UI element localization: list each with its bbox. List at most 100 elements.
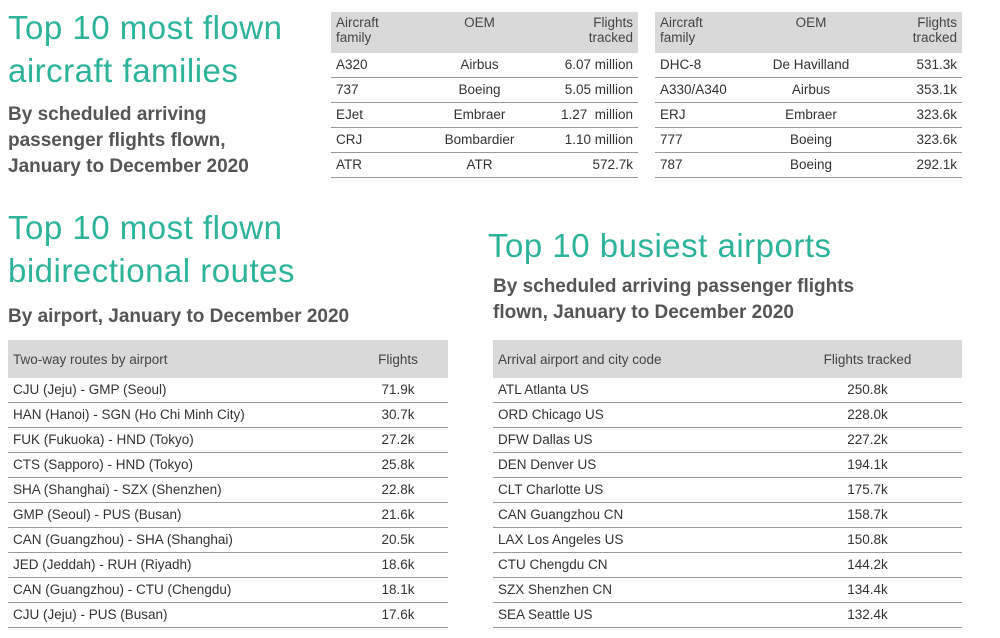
aircraft-table-left: Aircraft family OEM Flights tracked A320 Ai… (331, 12, 638, 178)
table-row: 737 Boeing 5.05 million (331, 77, 638, 103)
family-cell: 737 (331, 77, 421, 103)
flights-cell: 250.8k (773, 378, 962, 403)
family-cell: EJet (331, 102, 421, 128)
table-header-row: Aircraft family OEM Flights tracked (331, 12, 638, 53)
airports-section: Top 10 busiest airports By scheduled arr… (488, 224, 968, 326)
flights-cell: 21.6k (348, 502, 448, 528)
flights-cell: 531.3k (872, 53, 962, 78)
column-header-airport: Arrival airport and city code (493, 340, 773, 378)
table-row: ATR ATR 572.7k (331, 152, 638, 178)
table-header-row: Aircraft family OEM Flights tracked (655, 12, 962, 53)
flights-cell: 27.2k (348, 427, 448, 453)
flights-cell: 323.6k (872, 127, 962, 153)
routes-table: Two-way routes by airport Flights CJU (J… (8, 340, 448, 628)
family-cell: CRJ (331, 127, 421, 153)
table-row: ERJ Embraer 323.6k (655, 102, 962, 128)
flights-cell: 5.05 million (538, 77, 638, 103)
route-cell: CAN (Guangzhou) - CTU (Chengdu) (8, 577, 348, 603)
airport-cell: CTU Chengdu CN (493, 552, 773, 578)
oem-cell: Boeing (421, 77, 538, 103)
aircraft-subtitle-line2: passenger flights flown, (8, 130, 226, 151)
table-row: 787 Boeing 292.1k (655, 152, 962, 178)
table-row: CJU (Jeju) - PUS (Busan) 17.6k (8, 602, 448, 628)
table-row: DEN Denver US 194.1k (493, 452, 962, 478)
aircraft-title-line1: Top 10 most flown (8, 9, 283, 46)
route-cell: HAN (Hanoi) - SGN (Ho Chi Minh City) (8, 402, 348, 428)
flights-cell: 25.8k (348, 452, 448, 478)
flights-cell: 18.6k (348, 552, 448, 578)
column-header-flights-tracked: Flights tracked (773, 340, 962, 378)
oem-cell: Airbus (750, 77, 872, 103)
routes-title-line1: Top 10 most flown (8, 209, 283, 246)
airport-cell: LAX Los Angeles US (493, 527, 773, 553)
flights-cell: 292.1k (872, 152, 962, 178)
table-row: 777 Boeing 323.6k (655, 127, 962, 153)
routes-title-line2: bidirectional routes (8, 252, 295, 289)
flights-cell: 194.1k (773, 452, 962, 478)
flights-cell: 228.0k (773, 402, 962, 428)
table-row: CTS (Sapporo) - HND (Tokyo) 25.8k (8, 452, 448, 478)
route-cell: CJU (Jeju) - PUS (Busan) (8, 602, 348, 628)
route-cell: FUK (Fukuoka) - HND (Tokyo) (8, 427, 348, 453)
routes-title: Top 10 most flown bidirectional routes (8, 206, 448, 292)
oem-cell: Bombardier (421, 127, 538, 153)
column-header-oem: OEM (750, 12, 872, 53)
table-row: JED (Jeddah) - RUH (Riyadh) 18.6k (8, 552, 448, 578)
aircraft-table-right: Aircraft family OEM Flights tracked DHC-8 D… (655, 12, 962, 178)
aircraft-subtitle-line3: January to December 2020 (8, 156, 249, 177)
table-header-row: Two-way routes by airport Flights (8, 340, 448, 378)
airports-subtitle: By scheduled arriving passenger flights … (493, 274, 968, 326)
table-row: LAX Los Angeles US 150.8k (493, 527, 962, 553)
table-row: DFW Dallas US 227.2k (493, 427, 962, 453)
flights-cell: 6.07 million (538, 53, 638, 78)
table-row: A320 Airbus 6.07 million (331, 53, 638, 78)
airports-title: Top 10 busiest airports (488, 227, 832, 264)
route-cell: JED (Jeddah) - RUH (Riyadh) (8, 552, 348, 578)
route-cell: GMP (Seoul) - PUS (Busan) (8, 502, 348, 528)
airport-cell: ATL Atlanta US (493, 378, 773, 403)
flights-cell: 1.27 million (538, 102, 638, 128)
route-cell: CAN (Guangzhou) - SHA (Shanghai) (8, 527, 348, 553)
family-cell: 777 (655, 127, 750, 153)
table-row: SHA (Shanghai) - SZX (Shenzhen) 22.8k (8, 477, 448, 503)
table-row: CAN (Guangzhou) - SHA (Shanghai) 20.5k (8, 527, 448, 553)
route-cell: SHA (Shanghai) - SZX (Shenzhen) (8, 477, 348, 503)
flights-cell: 17.6k (348, 602, 448, 628)
aircraft-subtitle: By scheduled arriving passenger flights … (8, 102, 328, 180)
flights-cell: 144.2k (773, 552, 962, 578)
column-header-route: Two-way routes by airport (8, 340, 348, 378)
table-row: CJU (Jeju) - GMP (Seoul) 71.9k (8, 378, 448, 403)
flights-cell: 71.9k (348, 378, 448, 403)
aircraft-section: Top 10 most flown aircraft families By s… (8, 6, 328, 180)
family-cell: ERJ (655, 102, 750, 128)
flights-cell: 132.4k (773, 602, 962, 628)
airport-cell: SZX Shenzhen CN (493, 577, 773, 603)
route-cell: CTS (Sapporo) - HND (Tokyo) (8, 452, 348, 478)
flights-cell: 227.2k (773, 427, 962, 453)
flights-cell: 134.4k (773, 577, 962, 603)
route-cell: CJU (Jeju) - GMP (Seoul) (8, 378, 348, 403)
table-row: ORD Chicago US 228.0k (493, 402, 962, 428)
table-row: SEA Seattle US 132.4k (493, 602, 962, 628)
table-row: DHC-8 De Havilland 531.3k (655, 53, 962, 78)
column-header-oem: OEM (421, 12, 538, 53)
oem-cell: Boeing (750, 127, 872, 153)
column-header-flights: Flights (348, 340, 448, 378)
airports-table: Arrival airport and city code Flights tr… (493, 340, 962, 628)
flights-cell: 22.8k (348, 477, 448, 503)
table-row: HAN (Hanoi) - SGN (Ho Chi Minh City) 30.7… (8, 402, 448, 428)
oem-cell: De Havilland (750, 53, 872, 78)
column-header-family: Aircraft family (655, 12, 750, 53)
oem-cell: Embraer (750, 102, 872, 128)
flights-cell: 572.7k (538, 152, 638, 178)
family-cell: DHC-8 (655, 53, 750, 78)
flights-cell: 30.7k (348, 402, 448, 428)
airports-subtitle-line2: flown, January to December 2020 (493, 302, 794, 323)
aircraft-subtitle-line1: By scheduled arriving (8, 104, 207, 125)
table-row: CTU Chengdu CN 144.2k (493, 552, 962, 578)
airport-cell: CAN Guangzhou CN (493, 502, 773, 528)
family-cell: A320 (331, 53, 421, 78)
column-header-flights: Flights tracked (872, 12, 962, 53)
aircraft-title-line2: aircraft families (8, 52, 239, 89)
flights-cell: 323.6k (872, 102, 962, 128)
